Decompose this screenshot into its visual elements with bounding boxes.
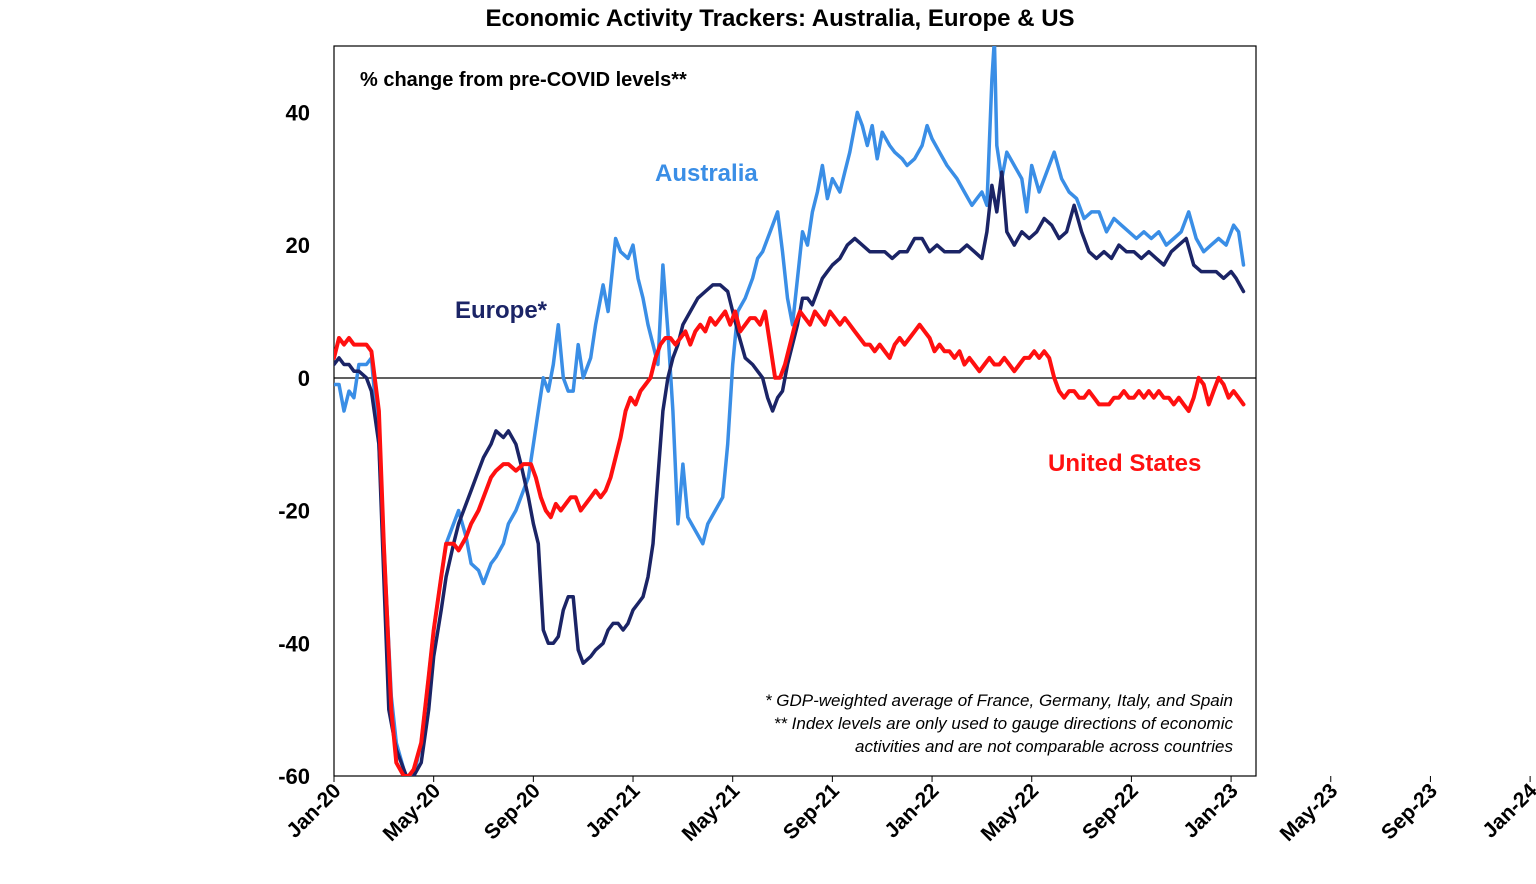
footnote-1: * GDP-weighted average of France, German… [765,691,1233,710]
series-label-europe: Europe* [455,297,548,324]
series-lines [334,46,1246,776]
x-tick-label: Jan-24 [1478,779,1536,843]
x-tick-label: Sep-22 [1078,779,1143,844]
y-axis: 40 20 0 -20 -40 -60 [278,100,310,789]
x-tick-label: May-23 [1276,779,1343,846]
y-tick-label: 20 [286,233,310,258]
x-tick-label: Jan-21 [581,779,645,843]
y-tick-label: 0 [298,366,310,391]
x-tick-label: Sep-21 [779,779,844,844]
europe-line [334,170,1246,776]
chart-title: Economic Activity Trackers: Australia, E… [485,5,1074,32]
y-tick-label: -40 [278,631,310,656]
y-tick-label: -20 [278,499,310,524]
x-tick-label: Jan-22 [880,779,943,842]
series-label-australia: Australia [655,160,758,187]
chart-subtitle: % change from pre-COVID levels** [360,69,687,91]
x-tick-label: Sep-20 [480,779,545,844]
y-tick-label: -60 [278,764,310,789]
footnote-2: ** Index levels are only used to gauge d… [774,714,1234,733]
series-label-us: United States [1048,450,1201,477]
x-axis: Jan-20 May-20 Sep-20 Jan-21 May-21 Sep-21 Jan-… [282,776,1536,846]
x-tick-label: Sep-23 [1377,779,1442,844]
x-tick-label: Jan-23 [1179,779,1242,842]
y-tick-label: 40 [286,100,310,125]
plot-area [333,45,1257,777]
footnote-3: activities and are not comparable across… [855,737,1233,756]
x-tick-label: May-20 [379,779,446,846]
australia-line [334,46,1246,776]
x-tick-label: May-22 [977,779,1044,846]
us-line [334,309,1246,776]
x-tick-label: May-21 [678,779,745,846]
